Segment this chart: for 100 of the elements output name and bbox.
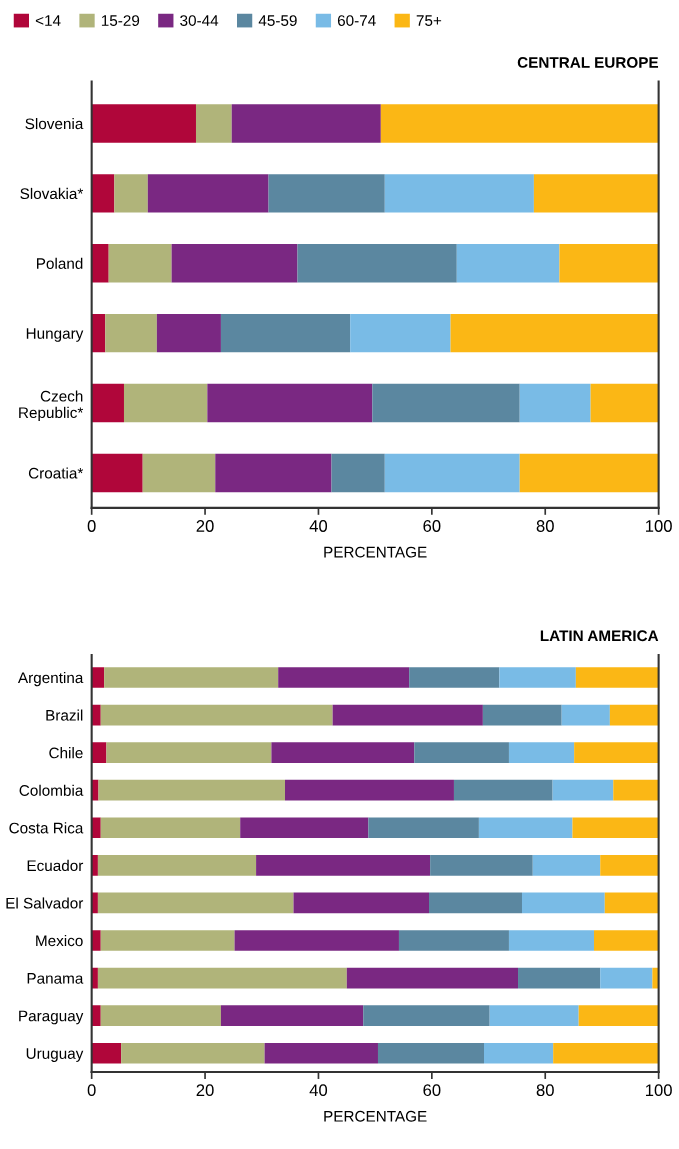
y-tick-label: Czech Republic* (19, 390, 84, 422)
bar (91, 1042, 122, 1064)
bar (519, 453, 659, 493)
bar (377, 1042, 484, 1064)
bar (91, 174, 115, 213)
x-tick-label: 60 (423, 1084, 441, 1097)
bar (156, 313, 221, 353)
legend-label: 15-29 (101, 15, 140, 26)
bar (142, 453, 216, 493)
bar (268, 174, 385, 213)
bar (278, 667, 410, 688)
bar (453, 779, 553, 801)
y-tick-label: Costa Rica (9, 822, 84, 834)
bar (97, 892, 294, 914)
bar (331, 453, 385, 493)
bar (430, 855, 533, 876)
bar (100, 817, 241, 839)
y-tick-label: Slovakia* (20, 187, 84, 200)
y-tick-label: Chile (49, 747, 83, 759)
bar (508, 930, 594, 951)
y-tick-label: Argentina (17, 671, 84, 687)
bar (108, 244, 172, 283)
bar (91, 1005, 101, 1026)
bar (594, 930, 659, 951)
chart-title: LATIN AMERICA (540, 630, 659, 642)
bar (450, 313, 659, 353)
y-tick-label: Hungary (26, 328, 84, 342)
bar (552, 779, 614, 801)
y-tick-label: Slovenia (25, 117, 84, 130)
bar (332, 704, 483, 726)
bar (123, 383, 208, 423)
bar (215, 453, 332, 493)
bar (574, 742, 659, 763)
bar (561, 704, 610, 726)
bar (482, 704, 562, 726)
y-tick-label: Panama (27, 973, 84, 984)
bar (384, 453, 520, 493)
bar (600, 967, 653, 989)
bar (409, 667, 500, 688)
bar (234, 930, 399, 951)
bar (91, 383, 124, 423)
x-tick-label: 60 (423, 520, 441, 532)
bar (104, 667, 279, 688)
bar (489, 1005, 579, 1026)
bar (559, 244, 659, 283)
bar (147, 174, 269, 213)
bar (240, 817, 369, 839)
bar (297, 244, 457, 283)
bar (508, 742, 575, 763)
bar (91, 930, 101, 951)
bar (171, 244, 298, 283)
legend-label: 60-74 (337, 15, 376, 26)
bar (231, 104, 381, 143)
bar (91, 104, 196, 143)
bar (100, 704, 333, 726)
bar (207, 383, 373, 423)
bar (652, 967, 659, 989)
bar (114, 174, 148, 213)
bar (604, 892, 659, 914)
bar (98, 779, 285, 801)
bar (384, 174, 534, 213)
bar (484, 1042, 554, 1064)
bar (100, 930, 235, 951)
x-axis-title: PERCENTAGE (324, 1110, 427, 1122)
bar (414, 742, 509, 763)
bar (285, 779, 454, 801)
bar (368, 817, 479, 839)
bar (293, 892, 430, 914)
bar (478, 817, 573, 839)
bar (97, 967, 347, 989)
y-tick-label: Uruguay (26, 1048, 84, 1062)
y-tick-label: Paraguay (19, 1010, 84, 1025)
y-tick-label: Croatia* (28, 467, 84, 479)
x-tick-label: 0 (87, 1084, 96, 1097)
bar (575, 667, 659, 688)
x-tick-label: 100 (646, 1084, 672, 1097)
bar (195, 104, 232, 143)
bar (553, 1042, 659, 1064)
bar (350, 313, 451, 353)
bar (256, 855, 431, 876)
bar (521, 892, 605, 914)
x-tick-label: 40 (309, 1084, 328, 1097)
bar (456, 244, 560, 283)
bar (91, 453, 143, 493)
legend-label: <14 (35, 15, 61, 26)
y-tick-label: El Salvador (6, 897, 84, 909)
bar (533, 174, 659, 213)
bar (499, 667, 576, 688)
bar (271, 742, 415, 763)
x-tick-label: 80 (536, 1084, 554, 1097)
chart-title: CENTRAL EUROPE (517, 57, 659, 68)
bar (91, 817, 101, 839)
bar (590, 383, 659, 423)
bar (609, 704, 659, 726)
bar (97, 855, 257, 876)
x-tick-label: 100 (646, 520, 672, 532)
bar (91, 742, 107, 763)
bar (429, 892, 522, 914)
bar (105, 313, 157, 353)
legend-label: 30-44 (180, 15, 219, 26)
